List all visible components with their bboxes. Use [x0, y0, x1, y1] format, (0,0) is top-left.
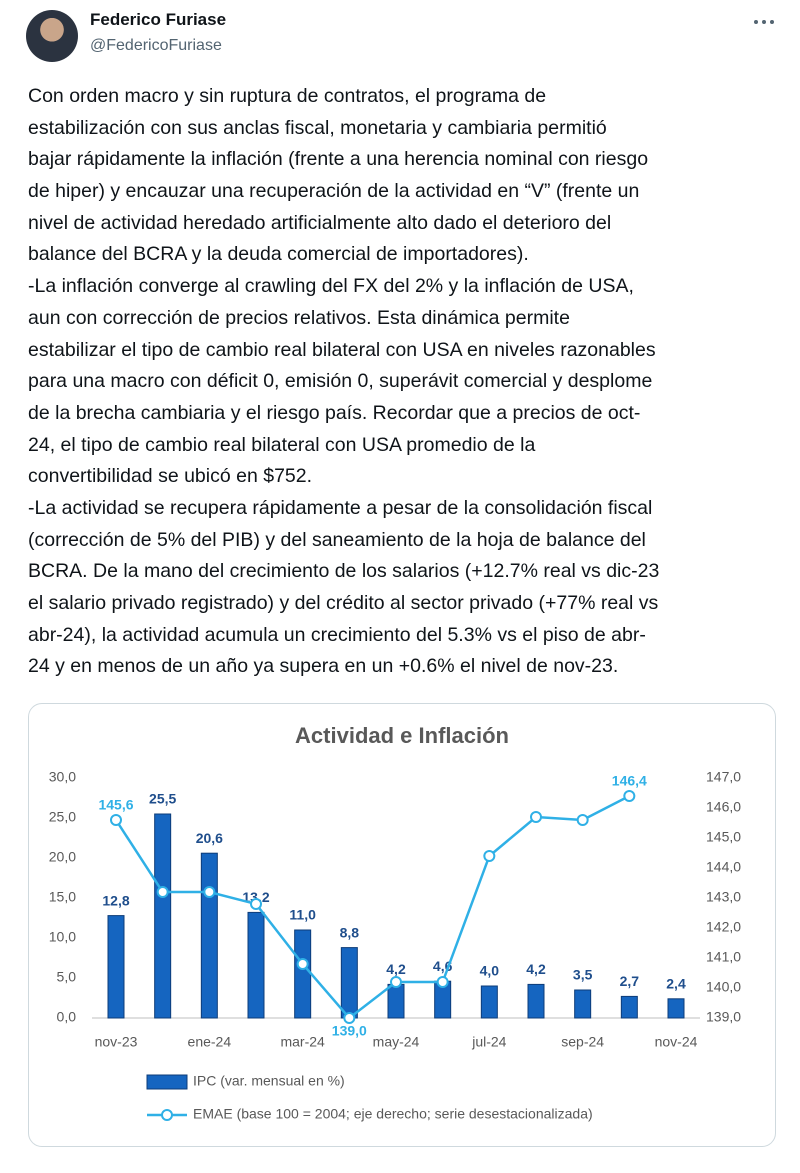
- tweet-text: Con orden macro y sin ruptura de contrat…: [28, 81, 659, 683]
- avatar[interactable]: [26, 10, 78, 62]
- text-line: 24, el tipo de cambio real bilateral con…: [28, 433, 536, 456]
- text-line: abr-24), la actividad acumula un crecimi…: [28, 623, 646, 646]
- author-name[interactable]: Federico Furiase: [90, 10, 227, 29]
- author-handle[interactable]: @FedericoFuriase: [90, 37, 222, 54]
- text-line: 24 y en menos de un año ya supera en un …: [28, 655, 619, 678]
- text-line: BCRA. De la mano del crecimiento de los …: [28, 560, 660, 583]
- text-line: bajar rápidamente la inflación (frente a…: [28, 148, 649, 171]
- text-line: para una macro con déficit 0, emisión 0,…: [28, 370, 653, 393]
- text-line: estabilización con sus anclas fiscal, mo…: [28, 116, 607, 139]
- text-line: convertibilidad se ubicó en $752.: [28, 465, 313, 488]
- text-line: el salario privado registrado) y del cré…: [28, 592, 659, 614]
- text-line: balance del BCRA y la deuda comercial de…: [28, 243, 529, 266]
- text-line: (corrección de 5% del PIB) y del saneami…: [28, 528, 646, 551]
- text-line: estabilizar el tipo de cambio real bilat…: [28, 338, 656, 361]
- text-line: de hiper) y encauzar una recuperación de…: [28, 180, 640, 203]
- text-line: aun con corrección de precios relativos.…: [28, 306, 570, 329]
- chart-card[interactable]: [28, 703, 776, 1147]
- text-line: nivel de actividad heredado artificialme…: [28, 211, 612, 234]
- text-line: de la brecha cambiaria y el riesgo país.…: [28, 401, 641, 424]
- text-line: -La inflación converge al crawling del F…: [28, 275, 634, 298]
- text-line: -La actividad se recupera rápidamente a …: [28, 496, 653, 519]
- more-button[interactable]: [752, 12, 776, 32]
- text-line: Con orden macro y sin ruptura de contrat…: [28, 85, 547, 107]
